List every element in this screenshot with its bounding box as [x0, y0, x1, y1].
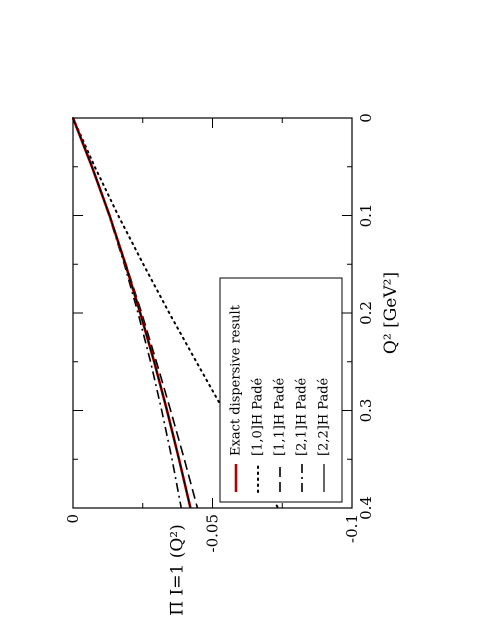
legend-label: [1,0]H Padé: [251, 377, 266, 456]
series-line-3: [72, 117, 199, 509]
x-tick-label: 0: [357, 113, 375, 123]
ticks-layer: 0 0.1 0.2 0.3 0.4 0 -0.05 -0.1: [64, 113, 375, 552]
series-line-5: [72, 117, 192, 509]
legend-label: [2,1]H Padé: [295, 377, 310, 456]
y-tick-label: 0: [64, 514, 82, 524]
legend-label: [1,1]H Padé: [273, 377, 288, 456]
x-tick-label: 0.2: [357, 301, 375, 325]
x-tick-label: 0.3: [357, 399, 375, 423]
x-tick-label: 0.4: [357, 496, 375, 520]
y-tick-label: -0.05: [204, 514, 222, 552]
legend: Exact dispersive result [1,0]H Padé [1,1]H…: [219, 277, 343, 503]
y-tick-label: -0.1: [343, 514, 361, 543]
legend-label: Exact dispersive result: [229, 304, 244, 456]
y-axis-title: Π̄ I=1 (Q²): [168, 524, 188, 615]
series-line-1: [71, 117, 192, 509]
x-tick-label: 0.1: [357, 204, 375, 228]
legend-label: [2,2]H Padé: [317, 377, 332, 456]
x-axis-title: Q² [GeV²]: [381, 272, 401, 354]
series-line-4: [72, 117, 183, 509]
legend-box: [219, 277, 343, 503]
